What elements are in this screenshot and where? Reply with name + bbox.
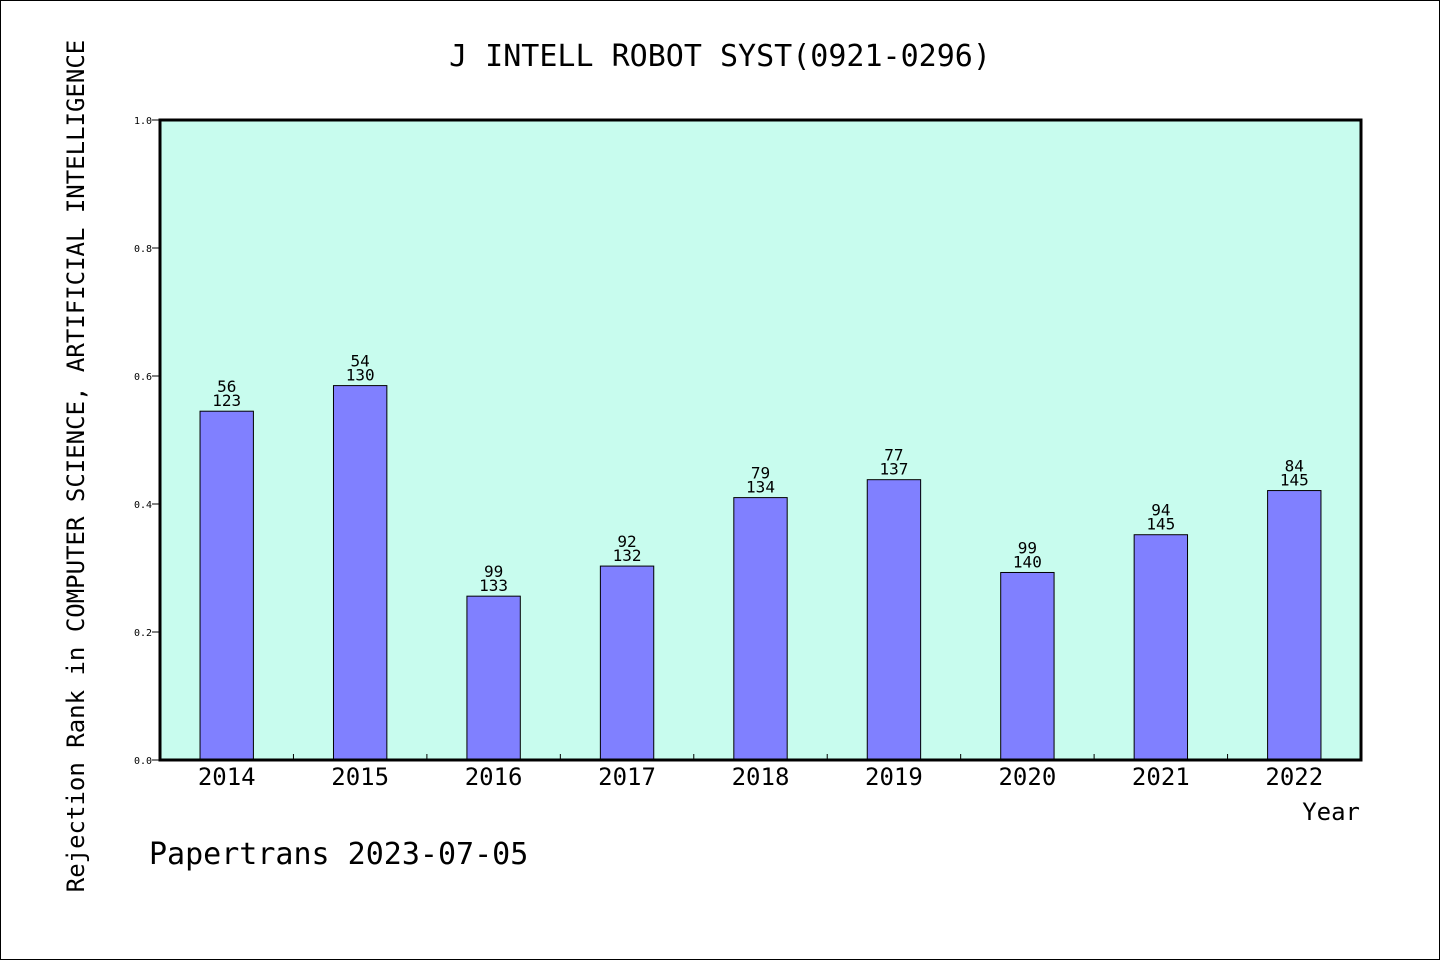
x-tick-label: 2017 <box>598 763 656 791</box>
bar <box>866 479 922 761</box>
bar-label-top: 84 <box>1285 457 1304 476</box>
bar-label-top: 99 <box>1018 538 1037 557</box>
bar <box>332 385 388 761</box>
y-axis-ticks: 0.0 0.2 0.4 0.6 0.8 1.0 <box>134 116 160 767</box>
y-tick-label: 1.0 <box>134 116 152 127</box>
plot-border <box>158 118 1363 762</box>
bar-label-bottom: 145 <box>1146 515 1175 534</box>
y-tick-label: 0.6 <box>134 372 152 383</box>
bar <box>1267 490 1322 761</box>
y-tick-label: 0.4 <box>134 500 152 511</box>
bar <box>733 497 788 761</box>
x-tick-label: 2020 <box>998 763 1056 791</box>
x-tick-label: 2016 <box>465 763 523 791</box>
bars: 5612354130991339213279134771379914094145… <box>199 352 1322 761</box>
bar <box>1000 571 1055 761</box>
x-tick-label: 2019 <box>865 763 923 791</box>
bar-label-top: 56 <box>217 377 236 396</box>
y-axis-label: Rejection Rank in COMPUTER SCIENCE, ARTI… <box>62 40 90 893</box>
x-tick-label: 2022 <box>1265 763 1323 791</box>
bar-label-bottom: 133 <box>479 576 508 595</box>
chart-title: J INTELL ROBOT SYST(0921-0296) <box>449 39 991 74</box>
bar-label-bottom: 145 <box>1280 471 1309 490</box>
x-tick-label: 2018 <box>732 763 790 791</box>
x-axis-label: Year <box>1302 798 1360 826</box>
y-tick-label: 0.8 <box>134 244 152 255</box>
bar-label-bottom: 123 <box>212 391 241 410</box>
x-axis-ticks: 2014 2015 2016 2017 2018 2019 2020 2021 2022 <box>198 754 1323 791</box>
x-tick-label: 2014 <box>198 763 256 791</box>
x-tick-label: 2021 <box>1132 763 1190 791</box>
bar-label-bottom: 140 <box>1013 552 1042 571</box>
bar-label-top: 99 <box>484 562 503 581</box>
bar <box>199 410 254 761</box>
bar <box>466 595 521 761</box>
bar-label-top: 94 <box>1151 501 1170 520</box>
bar-label-top: 54 <box>351 352 370 371</box>
bar-label-top: 92 <box>617 532 636 551</box>
y-tick-label: 0.0 <box>134 756 152 767</box>
bar <box>599 565 655 761</box>
y-tick-label: 0.2 <box>134 628 152 639</box>
bar-label-bottom: 130 <box>346 366 375 385</box>
bar-label-top: 77 <box>884 446 903 465</box>
bar <box>1133 534 1189 761</box>
footer-credit: Papertrans 2023-07-05 <box>149 837 528 872</box>
bar-label-top: 79 <box>751 464 770 483</box>
bar-label-bottom: 134 <box>746 478 775 497</box>
x-tick-label: 2015 <box>331 763 389 791</box>
bar-label-bottom: 132 <box>613 546 642 565</box>
bar-label-bottom: 137 <box>879 460 908 479</box>
